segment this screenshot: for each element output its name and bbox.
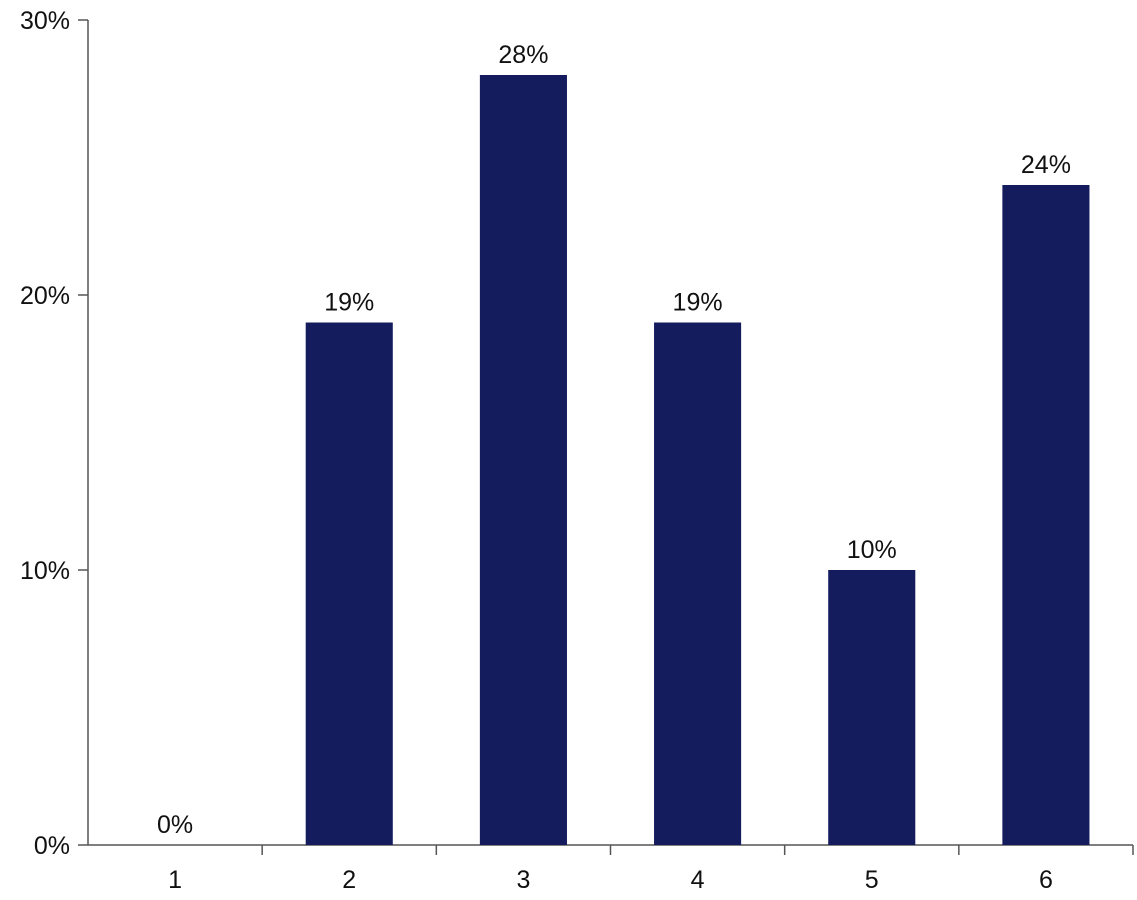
bars [305, 75, 1090, 845]
data-labels: 0% 19% 28% 19% 10% 24% [157, 41, 1071, 839]
x-axis-ticks [261, 845, 1134, 855]
data-label-2: 19% [324, 289, 374, 317]
y-axis-ticks: 0% 10% 20% 30% [20, 7, 88, 860]
category-label-2: 2 [342, 866, 356, 894]
bar-2 [305, 322, 393, 845]
y-tick-label: 10% [20, 557, 70, 585]
data-label-4: 19% [673, 289, 723, 317]
y-tick-label: 20% [20, 282, 70, 310]
data-label-3: 28% [498, 41, 548, 69]
category-label-4: 4 [691, 866, 705, 894]
data-label-1: 0% [157, 811, 193, 839]
bar-3 [479, 75, 567, 845]
bar-4 [654, 322, 742, 845]
bar-5 [828, 570, 916, 845]
y-tick-label: 0% [34, 832, 70, 860]
category-label-5: 5 [865, 866, 879, 894]
bar-6 [1002, 185, 1090, 845]
category-labels: 1 2 3 4 5 6 [168, 866, 1053, 894]
data-label-6: 24% [1021, 151, 1071, 179]
category-label-1: 1 [168, 866, 182, 894]
data-label-5: 10% [847, 536, 897, 564]
category-label-6: 6 [1039, 866, 1053, 894]
y-tick-label: 30% [20, 7, 70, 35]
category-label-3: 3 [516, 866, 530, 894]
